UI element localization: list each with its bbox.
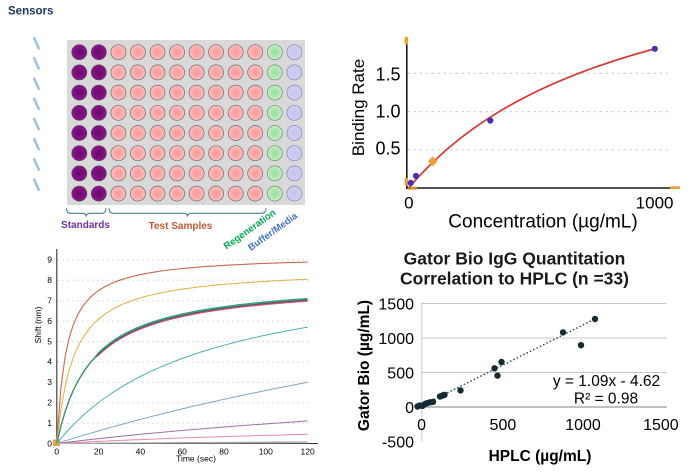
svg-text:Binding Rate: Binding Rate [349, 59, 368, 156]
svg-text:500: 500 [490, 417, 517, 434]
svg-text:500: 500 [387, 365, 414, 382]
svg-text:8: 8 [47, 275, 52, 285]
svg-text:5: 5 [47, 336, 52, 346]
svg-text:y = 1.09x - 4.62: y = 1.09x - 4.62 [553, 373, 660, 390]
svg-text:HPLC (µg/mL): HPLC (µg/mL) [489, 448, 592, 465]
svg-text:Sensors: Sensors [8, 6, 53, 18]
svg-text:4: 4 [47, 357, 52, 367]
svg-text:80: 80 [219, 447, 229, 457]
svg-text:1500: 1500 [378, 296, 414, 313]
svg-text:Concentration (µg/mL): Concentration (µg/mL) [448, 212, 637, 233]
svg-text:0.5: 0.5 [375, 139, 400, 159]
svg-text:20: 20 [94, 447, 104, 457]
svg-text:0: 0 [417, 417, 426, 434]
svg-text:1.5: 1.5 [375, 65, 400, 85]
svg-text:2: 2 [47, 398, 52, 408]
svg-text:60: 60 [177, 447, 187, 457]
svg-text:Gator Bio (µg/mL): Gator Bio (µg/mL) [356, 300, 373, 431]
svg-text:1: 1 [47, 418, 52, 428]
svg-text:Gator Bio IgG Quantitation: Gator Bio IgG Quantitation [404, 248, 626, 268]
svg-text:0: 0 [405, 400, 414, 417]
svg-text:6: 6 [47, 316, 52, 326]
svg-text:1000: 1000 [565, 417, 601, 434]
svg-text:Standards: Standards [61, 220, 110, 231]
svg-text:0: 0 [47, 438, 52, 448]
svg-text:Correlation to HPLC (n =33): Correlation to HPLC (n =33) [400, 269, 629, 289]
svg-text:100: 100 [259, 447, 273, 457]
svg-text:Test Samples: Test Samples [149, 221, 213, 232]
svg-text:1000: 1000 [378, 331, 414, 348]
svg-text:120: 120 [301, 447, 315, 457]
svg-text:40: 40 [136, 447, 146, 457]
svg-text:-500: -500 [382, 434, 414, 451]
svg-text:Shift (nm): Shift (nm) [33, 306, 43, 343]
svg-text:R² = 0.98: R² = 0.98 [574, 391, 638, 408]
svg-text:Time (sec): Time (sec) [176, 454, 216, 464]
svg-text:1.0: 1.0 [375, 102, 400, 122]
svg-text:1000: 1000 [636, 194, 674, 213]
svg-text:7: 7 [47, 296, 52, 306]
svg-text:3: 3 [47, 377, 52, 387]
svg-text:0: 0 [404, 194, 413, 213]
svg-text:1500: 1500 [643, 417, 679, 434]
svg-text:9: 9 [47, 255, 52, 265]
svg-text:0: 0 [54, 447, 59, 457]
